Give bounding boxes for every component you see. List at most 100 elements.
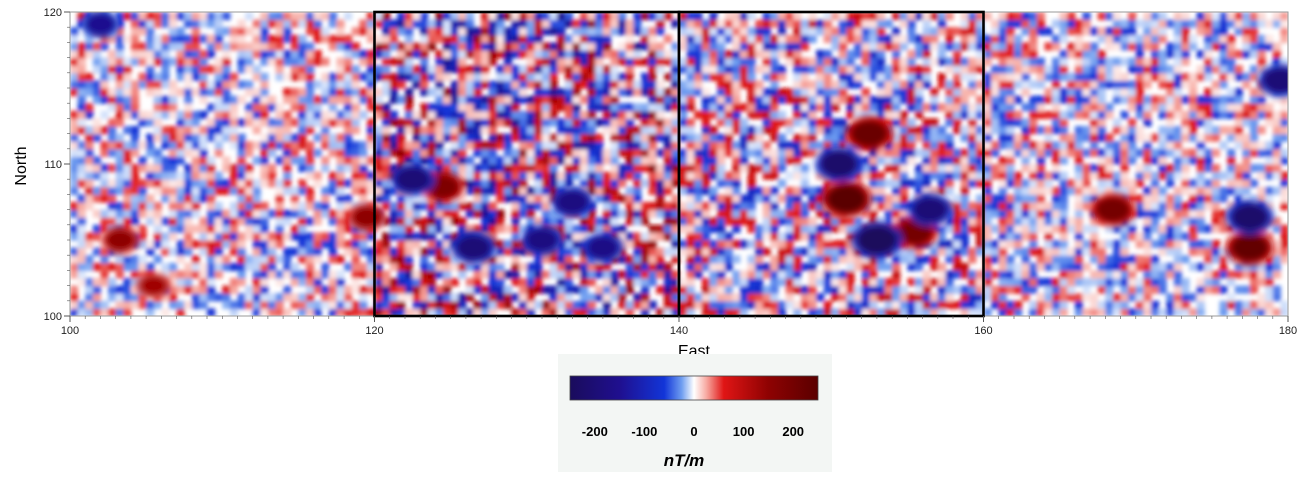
heatmap-cell — [1090, 95, 1099, 104]
heatmap-cell — [975, 12, 985, 21]
heatmap-cell — [907, 262, 916, 271]
heatmap-cell — [937, 141, 947, 150]
heatmap-cell — [892, 80, 901, 89]
heatmap-cell — [869, 194, 878, 203]
heatmap-cell — [85, 164, 94, 173]
heatmap-cell — [1029, 19, 1038, 28]
heatmap-cell — [404, 88, 414, 97]
heatmap-cell — [336, 133, 345, 142]
heatmap-cell — [808, 285, 817, 294]
heatmap-cell — [222, 232, 231, 241]
heatmap-cell — [953, 285, 962, 294]
heatmap-cell — [465, 110, 475, 119]
heatmap-cell — [762, 42, 771, 51]
heatmap-cell — [1211, 255, 1221, 264]
heatmap-cell — [861, 95, 870, 104]
heatmap-cell — [404, 12, 414, 21]
heatmap-cell — [717, 164, 726, 173]
heatmap-cell — [1021, 255, 1030, 264]
heatmap-cell — [1143, 80, 1152, 89]
heatmap-cell — [640, 308, 650, 316]
heatmap-cell — [694, 247, 703, 256]
heatmap-cell — [876, 194, 886, 203]
heatmap-cell — [92, 293, 102, 302]
heatmap-cell — [663, 247, 672, 256]
heatmap-cell — [519, 88, 528, 97]
heatmap-cell — [450, 202, 459, 211]
heatmap-cell — [557, 103, 566, 112]
heatmap-cell — [1211, 164, 1221, 173]
heatmap-cell — [991, 34, 1000, 43]
heatmap-cell — [1166, 202, 1175, 211]
heatmap-cell — [1036, 224, 1045, 233]
heatmap-cell — [1196, 141, 1205, 150]
heatmap-cell — [344, 240, 353, 249]
heatmap-cell — [191, 118, 201, 127]
heatmap-cell — [671, 50, 680, 59]
heatmap-cell — [70, 164, 79, 173]
heatmap-cell — [816, 50, 825, 59]
heatmap-cell — [458, 308, 467, 316]
heatmap-cell — [846, 27, 855, 36]
heatmap-cell — [1158, 262, 1167, 271]
heatmap-cell — [427, 209, 436, 218]
heatmap-cell — [1021, 202, 1030, 211]
heatmap-cell — [1006, 65, 1015, 74]
heatmap-cell — [610, 65, 619, 74]
heatmap-cell — [1158, 57, 1167, 66]
heatmap-cell — [709, 103, 718, 112]
heatmap-cell — [876, 103, 886, 112]
heatmap-cell — [1128, 80, 1137, 89]
heatmap-cell — [427, 72, 436, 81]
heatmap-cell — [382, 308, 391, 316]
heatmap-cell — [115, 300, 124, 309]
heatmap-cell — [618, 110, 627, 119]
heatmap-cell — [679, 148, 688, 157]
heatmap-cell — [511, 126, 520, 135]
heatmap-cell — [1204, 126, 1213, 135]
heatmap-cell — [313, 270, 322, 279]
heatmap-cell — [1120, 270, 1129, 279]
heatmap-cell — [869, 308, 878, 316]
heatmap-cell — [70, 186, 79, 195]
heatmap-cell — [1059, 133, 1068, 142]
heatmap-cell — [1219, 65, 1228, 74]
heatmap-cell — [800, 57, 810, 66]
heatmap-cell — [663, 118, 672, 127]
heatmap-cell — [351, 148, 360, 157]
heatmap-cell — [336, 65, 345, 74]
heatmap-cell — [876, 57, 886, 66]
heatmap-cell — [1128, 285, 1137, 294]
heatmap-cell — [1166, 308, 1175, 316]
heatmap-cell — [313, 19, 322, 28]
heatmap-cell — [229, 209, 239, 218]
heatmap-cell — [838, 42, 848, 51]
heatmap-cell — [382, 186, 391, 195]
heatmap-cell — [1052, 156, 1061, 165]
heatmap-cell — [679, 133, 688, 142]
heatmap-cell — [732, 103, 741, 112]
heatmap-cell — [465, 164, 475, 173]
heatmap-cell — [618, 72, 627, 81]
heatmap-cell — [435, 262, 444, 271]
heatmap-cell — [374, 156, 383, 165]
heatmap-cell — [305, 300, 315, 309]
heatmap-cell — [1219, 217, 1228, 226]
heatmap-cell — [1097, 156, 1106, 165]
heatmap-cell — [534, 171, 543, 180]
heatmap-cell — [557, 57, 566, 66]
heatmap-cell — [85, 300, 94, 309]
heatmap-cell — [838, 95, 848, 104]
heatmap-cell — [100, 194, 109, 203]
heatmap-cell — [953, 300, 962, 309]
heatmap-cell — [937, 300, 947, 309]
heatmap-cell — [679, 12, 688, 21]
heatmap-cell — [328, 103, 338, 112]
heatmap-cell — [869, 103, 878, 112]
heatmap-cell — [146, 202, 155, 211]
heatmap-cell — [283, 308, 292, 316]
heatmap-cell — [420, 255, 429, 264]
heatmap-cell — [397, 133, 406, 142]
heatmap-cell — [1166, 110, 1175, 119]
heatmap-cell — [473, 262, 482, 271]
